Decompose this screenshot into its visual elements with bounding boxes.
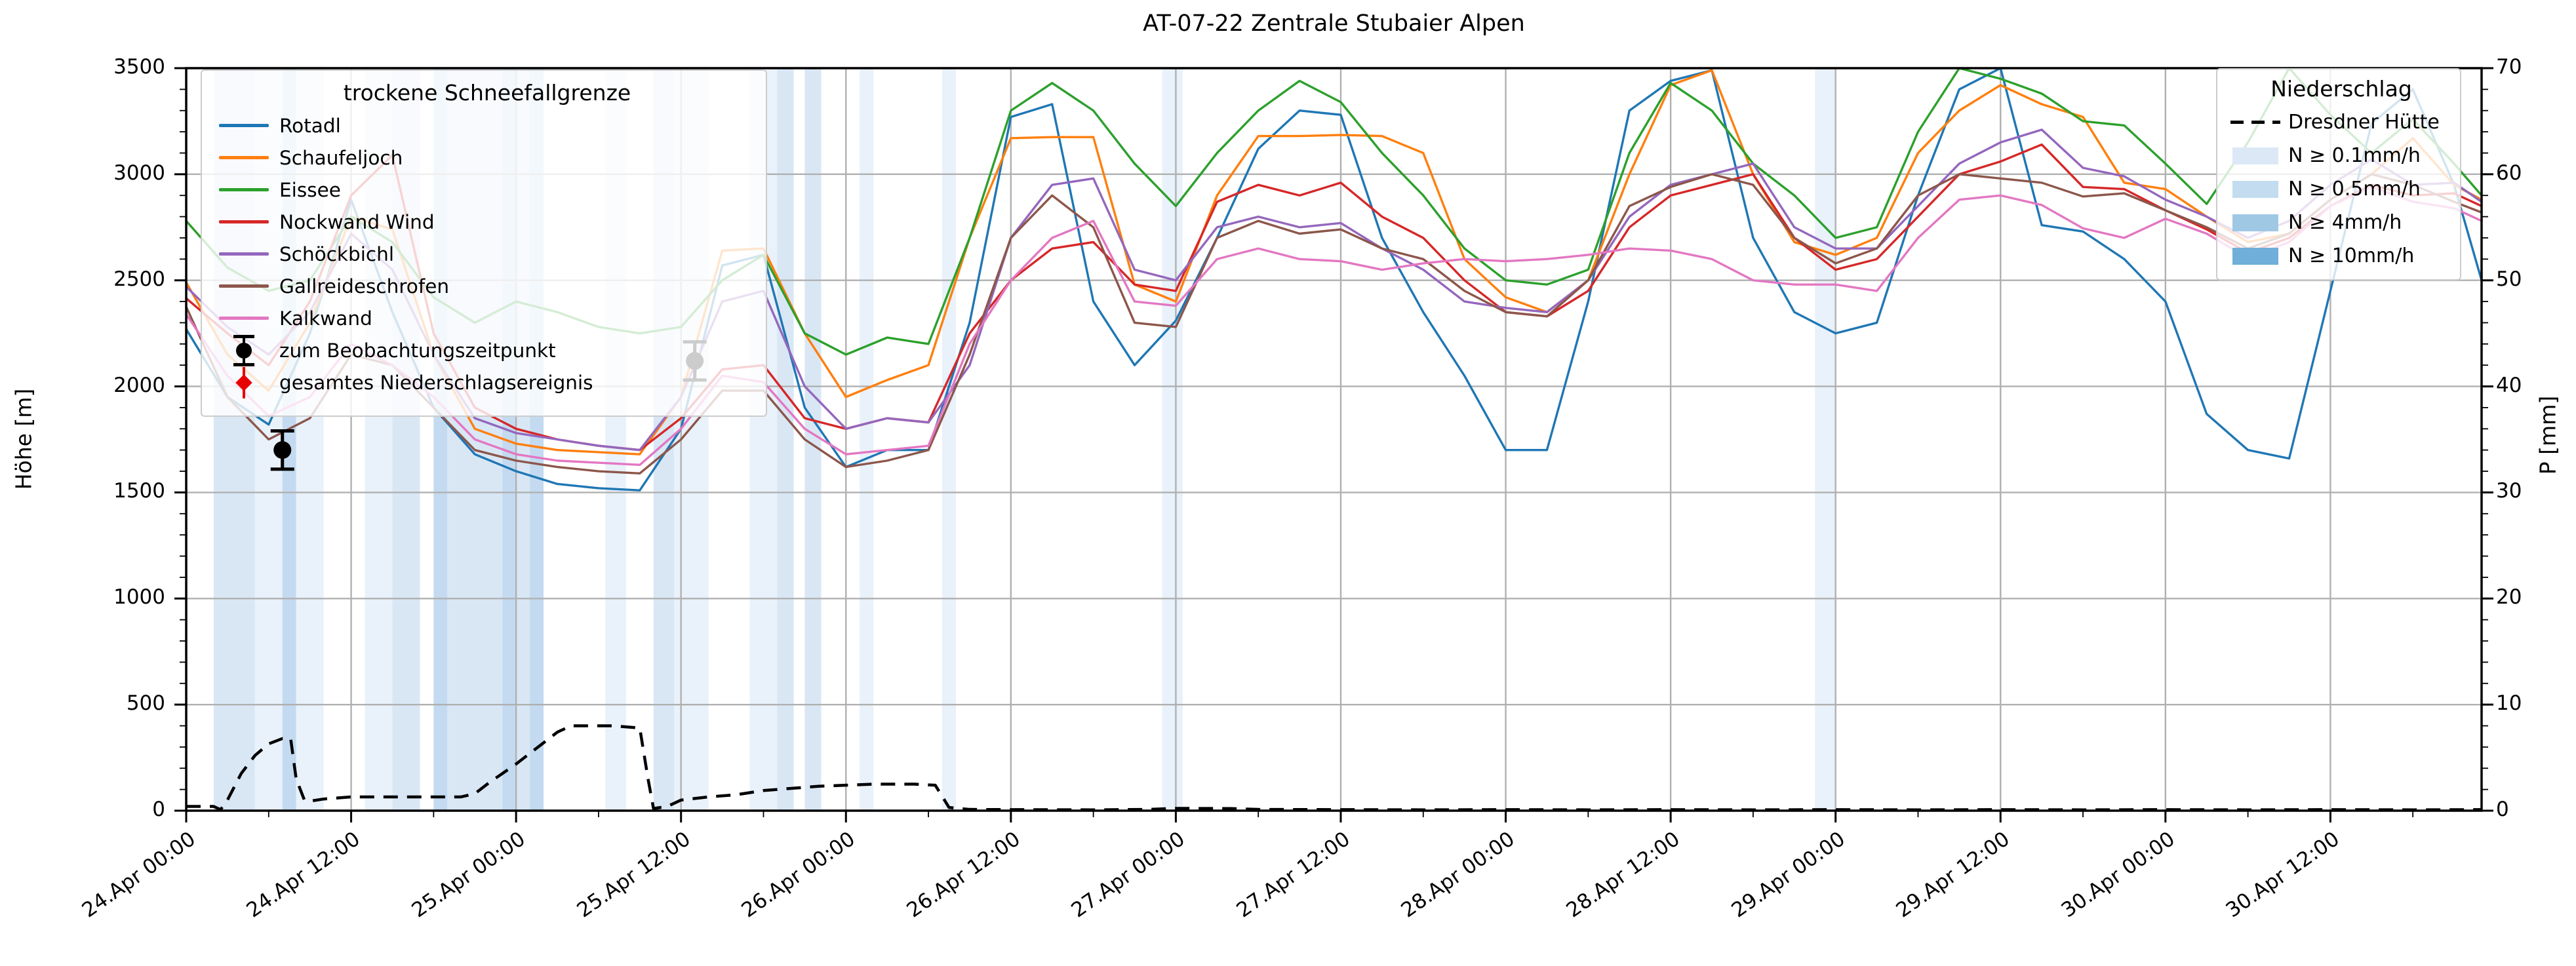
y-tick-label-left: 1000 <box>113 585 165 609</box>
y-tick-label-right: 30 <box>2496 479 2522 503</box>
precip-band <box>1162 68 1183 811</box>
legend-item-gallreideschrofen: Gallreideschrofen <box>208 270 766 302</box>
legend-item-gesamtes-niederschlagsereignis: gesamtes Niederschlagsereignis <box>208 366 766 398</box>
legend-swatch-box <box>2223 121 2288 124</box>
precip-band <box>860 68 874 811</box>
legend-line-swatch <box>219 124 269 127</box>
legend-item-dresdner-hütte: Dresdner Hütte <box>2223 106 2460 139</box>
legend-item-label: zum Beobachtungszeitpunkt <box>279 339 556 362</box>
precip-band <box>804 68 822 811</box>
legend-item-schaufeljoch: Schaufeljoch <box>208 142 766 174</box>
axes-frame <box>174 67 2493 822</box>
series-line-kalkwand <box>185 185 2483 467</box>
legend-swatch-box <box>2223 147 2288 164</box>
legend-snowline-title: trockene Schneefallgrenze <box>343 80 631 106</box>
legend-swatch-box <box>208 156 279 159</box>
legend-item-label: Schöckbichl <box>279 242 395 265</box>
series-line-gallreideschrofen <box>185 173 2483 474</box>
legend-item-n-0-5mm-h: N ≥ 0.5mm/h <box>2223 172 2460 206</box>
precip-band <box>1815 68 1836 811</box>
legend-swatch-box <box>2223 180 2288 198</box>
legend-item-eissee: Eissee <box>208 174 766 206</box>
legend-item-label: Rotadl <box>279 114 341 137</box>
legend-item-label: N ≥ 4mm/h <box>2288 211 2402 234</box>
legend-item-label: N ≥ 0.5mm/h <box>2288 178 2421 201</box>
legend-line-swatch <box>219 317 269 320</box>
y-tick-label-right: 50 <box>2496 267 2522 291</box>
legend-item-label: N ≥ 0.1mm/h <box>2288 144 2421 167</box>
legend-patch-swatch <box>2232 247 2278 265</box>
y-tick-label-right: 20 <box>2496 585 2522 609</box>
legend-item-label: Kalkwand <box>279 307 372 330</box>
legend-precipitation: Niederschlag Dresdner Hütte N ≥ 0.1mm/h N … <box>2216 68 2461 280</box>
legend-swatch-box <box>208 334 279 368</box>
y-tick-label-left: 1500 <box>113 479 165 503</box>
snowline-series <box>185 67 2483 492</box>
legend-item-rotadl: Rotadl <box>208 109 766 142</box>
legend-swatch-box <box>208 124 279 127</box>
legend-swatch-box <box>208 220 279 223</box>
y-axis-label-left: Höhe [m] <box>10 388 37 490</box>
legend-precipitation-title: Niederschlag <box>2270 76 2412 102</box>
y-axis-label-right: P [mm] <box>2535 395 2561 475</box>
precip-band <box>942 68 956 811</box>
diamond-marker-icon <box>229 366 258 400</box>
y-tick-label-left: 0 <box>152 798 165 821</box>
legend-swatch-box <box>208 252 279 256</box>
legend-swatch-box <box>208 188 279 191</box>
y-tick-label-right: 40 <box>2496 373 2522 397</box>
legend-item-schöckbichl: Schöckbichl <box>208 238 766 270</box>
legend-line-swatch <box>219 220 269 223</box>
legend-item-label: gesamtes Niederschlagsereignis <box>279 371 593 394</box>
legend-swatch-box <box>2223 247 2288 265</box>
y-tick-label-right: 10 <box>2496 691 2522 716</box>
legend-patch-swatch <box>2232 214 2278 231</box>
y-tick-label-right: 70 <box>2496 55 2522 79</box>
errorbar-marker-icon <box>229 334 258 368</box>
legend-item-label: N ≥ 10mm/h <box>2288 244 2415 267</box>
legend-item-kalkwand: Kalkwand <box>208 302 766 334</box>
legend-dashed-line-swatch <box>2230 121 2280 124</box>
y-tick-label-right: 0 <box>2496 798 2509 821</box>
y-tick-label-right: 60 <box>2496 161 2522 185</box>
series-line-schaufeljoch <box>185 69 2483 455</box>
y-tick-label-left: 2000 <box>113 373 165 397</box>
legend-item-label: Eissee <box>279 178 341 201</box>
y-tick-label-left: 2500 <box>113 267 165 291</box>
legend-patch-swatch <box>2232 180 2278 198</box>
series-line-rotadl <box>185 67 2483 492</box>
chart-title: AT-07-22 Zentrale Stubaier Alpen <box>1143 10 1525 37</box>
legend-item-nockwand-wind: Nockwand Wind <box>208 206 766 238</box>
legend-item-zum-beobachtungszeitpunkt: zum Beobachtungszeitpunkt <box>208 334 766 366</box>
legend-item-label: Nockwand Wind <box>279 210 435 233</box>
legend-line-swatch <box>219 284 269 288</box>
legend-precipitation-rows: Dresdner Hütte N ≥ 0.1mm/h N ≥ 0.5mm/h N ≥ … <box>2223 106 2460 273</box>
legend-item-n-4mm-h: N ≥ 4mm/h <box>2223 206 2460 239</box>
legend-snowline-rows: Rotadl Schaufeljoch Eissee Nockwand Wind Sch… <box>208 109 766 398</box>
precip-band <box>777 68 794 811</box>
legend-swatch-box <box>208 317 279 320</box>
legend-swatch-box <box>208 366 279 400</box>
legend-swatch-box <box>208 284 279 288</box>
y-tick-label-left: 3000 <box>113 161 165 185</box>
legend-line-swatch <box>219 156 269 159</box>
legend-line-swatch <box>219 252 269 256</box>
legend-item-n-10mm-h: N ≥ 10mm/h <box>2223 239 2460 273</box>
legend-line-swatch <box>219 188 269 191</box>
legend-item-label: Dresdner Hütte <box>2288 111 2440 134</box>
legend-snowline: trockene Schneefallgrenze Rotadl Schaufel… <box>201 69 767 417</box>
observation-marker <box>270 429 294 471</box>
y-tick-label-left: 3500 <box>113 55 165 79</box>
legend-patch-swatch <box>2232 147 2278 164</box>
legend-item-label: Gallreideschrofen <box>279 275 450 298</box>
y-tick-label-left: 500 <box>126 691 165 716</box>
legend-item-n-0-1mm-h: N ≥ 0.1mm/h <box>2223 139 2460 172</box>
series-line-schöckbichl <box>185 128 2483 452</box>
legend-item-label: Schaufeljoch <box>279 146 403 169</box>
legend-swatch-box <box>2223 214 2288 231</box>
